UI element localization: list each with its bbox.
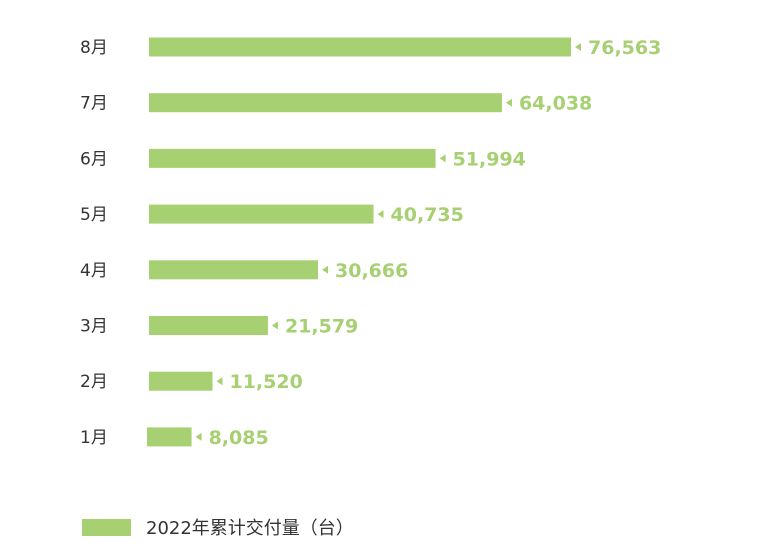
category-label: 3月 bbox=[80, 317, 108, 337]
bar bbox=[147, 427, 192, 447]
category-label: 8月 bbox=[80, 38, 108, 58]
legend: 2022年累计交付量（台） bbox=[82, 518, 354, 539]
value-label: 8,085 bbox=[209, 427, 269, 449]
value-label: 30,666 bbox=[335, 260, 408, 282]
value-marker bbox=[575, 43, 581, 51]
category-label: 5月 bbox=[80, 205, 108, 225]
value-marker bbox=[439, 154, 446, 163]
legend-label: 2022年累计交付量（台） bbox=[146, 518, 354, 539]
bar bbox=[149, 204, 374, 224]
value-label: 64,038 bbox=[519, 93, 592, 115]
value-marker bbox=[271, 321, 278, 330]
value-marker bbox=[322, 265, 329, 274]
bars-layer: 8月 76,563 7月 64,038 6月 51,994 5月 40,735 4月 30,666… bbox=[80, 37, 661, 449]
value-marker bbox=[195, 432, 202, 441]
value-label: 40,735 bbox=[391, 204, 464, 226]
value-label: 76,563 bbox=[588, 37, 661, 59]
value-marker bbox=[377, 210, 384, 219]
value-marker bbox=[216, 377, 223, 386]
bar bbox=[149, 148, 436, 168]
category-label: 2月 bbox=[80, 372, 108, 392]
category-label: 6月 bbox=[80, 149, 108, 169]
value-label: 51,994 bbox=[453, 148, 526, 170]
category-label: 1月 bbox=[80, 428, 108, 448]
bar bbox=[149, 93, 502, 113]
bar bbox=[149, 260, 319, 280]
value-label: 21,579 bbox=[285, 316, 358, 338]
value-marker bbox=[505, 98, 512, 107]
bar bbox=[149, 371, 213, 391]
bar bbox=[149, 316, 268, 335]
category-label: 4月 bbox=[80, 261, 108, 281]
value-label: 11,520 bbox=[229, 371, 302, 393]
bar bbox=[149, 37, 571, 57]
category-label: 7月 bbox=[80, 94, 108, 114]
legend-swatch bbox=[82, 519, 131, 536]
